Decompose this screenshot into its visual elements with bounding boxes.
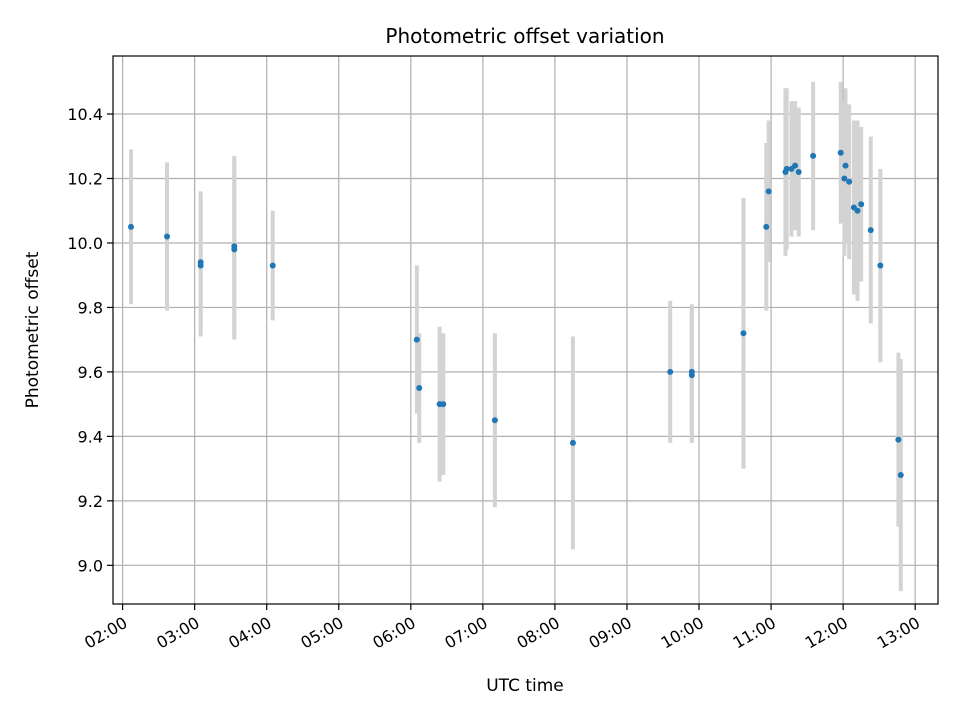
y-tick-label: 9.8 bbox=[78, 298, 103, 317]
data-points bbox=[128, 149, 904, 479]
data-point bbox=[783, 165, 790, 172]
data-point bbox=[867, 227, 874, 234]
y-axis-label: Photometric offset bbox=[23, 251, 43, 408]
data-point bbox=[854, 207, 861, 214]
data-point bbox=[792, 162, 799, 169]
y-tick-label: 10.2 bbox=[67, 169, 103, 188]
data-point bbox=[740, 330, 747, 337]
data-point bbox=[569, 439, 576, 446]
data-point bbox=[269, 262, 276, 269]
data-point bbox=[231, 246, 238, 253]
data-point bbox=[128, 223, 135, 230]
data-point bbox=[897, 472, 904, 479]
x-axis-label: UTC time bbox=[486, 676, 564, 696]
data-point bbox=[795, 169, 802, 176]
y-tick-label: 9.6 bbox=[78, 363, 103, 382]
data-point bbox=[688, 372, 695, 379]
y-tick-label: 10.0 bbox=[67, 234, 103, 253]
chart-title: Photometric offset variation bbox=[385, 24, 664, 48]
data-point bbox=[858, 201, 865, 208]
data-point bbox=[877, 262, 884, 269]
data-point bbox=[413, 336, 420, 343]
data-point bbox=[765, 188, 772, 195]
y-tick-label: 10.4 bbox=[67, 105, 103, 124]
data-point bbox=[837, 149, 844, 156]
data-point bbox=[763, 223, 770, 230]
y-tick-label: 9.0 bbox=[78, 556, 103, 575]
data-point bbox=[164, 233, 171, 240]
plot-frame bbox=[112, 55, 939, 605]
data-point bbox=[667, 368, 674, 375]
data-point bbox=[841, 175, 848, 182]
data-point bbox=[895, 436, 902, 443]
data-point bbox=[416, 385, 423, 392]
y-tick-label: 9.2 bbox=[78, 492, 103, 511]
data-point bbox=[846, 178, 853, 185]
data-point bbox=[810, 152, 817, 159]
y-axis-ticks: 9.0 9.2 9.4 9.6 9.8 10.0 10.2 10.4 bbox=[67, 105, 113, 575]
y-tick-label: 9.4 bbox=[78, 427, 103, 446]
data-point bbox=[197, 262, 204, 269]
data-point bbox=[440, 401, 447, 408]
data-point bbox=[842, 162, 849, 169]
data-point bbox=[491, 417, 498, 424]
